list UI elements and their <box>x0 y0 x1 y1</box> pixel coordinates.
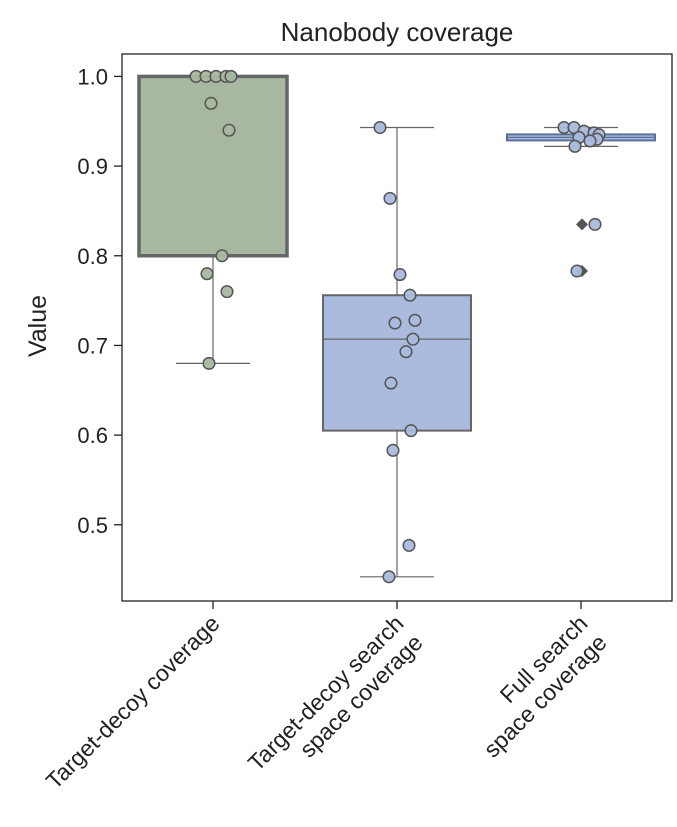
data-point <box>406 332 420 346</box>
data-point <box>568 139 582 153</box>
x-category-label: Target-decoy searchspace coverage <box>243 610 428 795</box>
data-point <box>373 120 387 135</box>
x-category-label: Full searchspace coverage <box>459 610 611 762</box>
y-tick-label: 0.6 <box>77 423 108 448</box>
chart-title: Nanobody coverage <box>281 17 514 47</box>
plot-area: 0.5 0.6 0.7 0.8 0.9 1.0 Target-decoy coverage T… <box>41 53 673 795</box>
x-category-label-line: Target-decoy coverage <box>41 610 225 794</box>
data-point <box>404 424 418 438</box>
data-point <box>408 313 422 327</box>
box-group <box>137 69 289 370</box>
data-point <box>388 316 402 330</box>
data-point <box>583 134 597 148</box>
y-tick-label: 0.5 <box>77 513 108 538</box>
data-point <box>402 538 416 552</box>
data-point <box>222 123 236 137</box>
data-point <box>200 267 214 281</box>
y-tick-label: 0.8 <box>77 244 108 269</box>
data-point <box>384 376 398 390</box>
data-point <box>588 217 602 231</box>
data-point <box>220 285 234 299</box>
data-point <box>202 356 216 370</box>
data-point <box>224 69 238 83</box>
data-point <box>393 268 407 282</box>
data-point <box>215 249 229 263</box>
data-point <box>570 264 584 278</box>
y-tick-label: 0.9 <box>77 154 108 179</box>
x-category-label-line: Target-decoy search <box>243 610 409 776</box>
outlier-marker <box>576 218 588 231</box>
data-point <box>403 288 417 302</box>
box-group <box>506 120 656 278</box>
data-point <box>382 570 396 584</box>
data-point <box>386 443 400 457</box>
box-group <box>322 120 472 584</box>
x-category-label: Target-decoy coverage <box>41 610 225 794</box>
box <box>322 294 472 432</box>
data-point <box>399 345 413 359</box>
y-tick-label: 1.0 <box>77 64 108 89</box>
data-point <box>383 191 397 205</box>
data-point <box>204 96 218 110</box>
y-axis-label: Value <box>24 295 52 357</box>
y-tick-label: 0.7 <box>77 333 108 358</box>
